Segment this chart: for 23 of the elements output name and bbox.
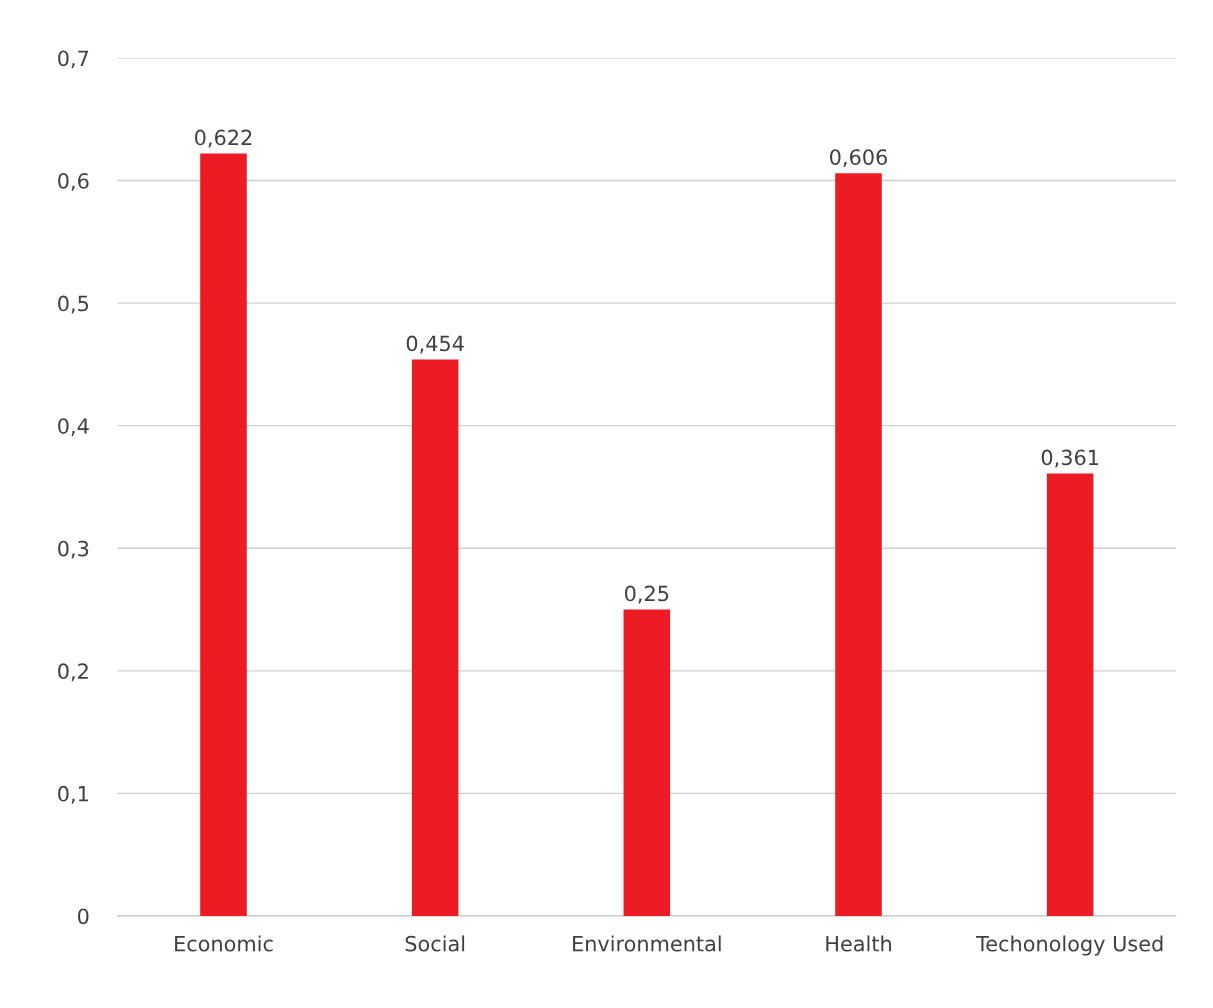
- data-label: 0,361: [1041, 449, 1099, 468]
- y-tick-label: 0,4: [58, 418, 89, 437]
- y-tick-label: 0,3: [58, 540, 89, 559]
- bar: [200, 153, 247, 916]
- x-tick-label: Economic: [175, 935, 273, 952]
- x-tick-label: Techonology Used: [976, 935, 1163, 956]
- x-tick-label: Environmental: [573, 935, 721, 952]
- y-tick-label: 0,7: [58, 50, 89, 69]
- data-label: 0,622: [195, 129, 252, 148]
- bar: [1046, 473, 1094, 916]
- y-tick-label: 0,2: [58, 663, 88, 682]
- bar: [411, 359, 459, 916]
- bar: [835, 173, 882, 916]
- data-label: 0,606: [830, 149, 888, 168]
- x-tick-label: Health: [826, 935, 891, 952]
- bar: [623, 609, 671, 916]
- y-tick-label: 0,1: [58, 785, 88, 804]
- y-tick-label: 0,6: [58, 172, 89, 191]
- x-tick-label: Social: [405, 935, 465, 952]
- y-tick-label: 0: [78, 908, 89, 925]
- data-label: 0,25: [625, 585, 669, 604]
- data-label: 0,454: [406, 335, 464, 354]
- y-tick-label: 0,5: [58, 295, 89, 314]
